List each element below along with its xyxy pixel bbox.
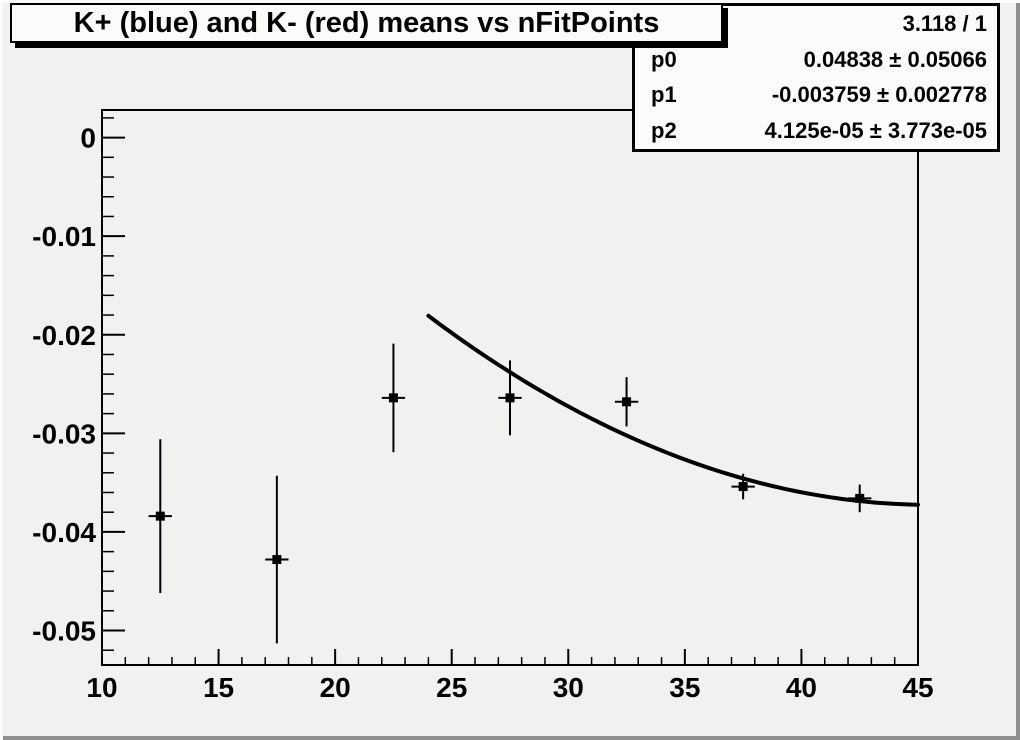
fit-curve[interactable] <box>426 313 920 507</box>
x-tick-label: 25 <box>436 672 467 703</box>
p1-value: -0.003759 ± 0.002778 <box>771 82 987 108</box>
stats-chi2-row: 3.118 / 1 <box>635 6 997 42</box>
data-point-marker[interactable] <box>155 511 165 521</box>
data-point-marker[interactable] <box>272 555 282 565</box>
stats-row-p2: p2 4.125e-05 ± 3.773e-05 <box>635 113 997 149</box>
y-tick-label: -0.04 <box>32 517 96 548</box>
plot-frame[interactable] <box>101 109 919 666</box>
data-point-marker[interactable] <box>388 393 398 403</box>
p0-label: p0 <box>651 46 677 72</box>
x-tick-label: 35 <box>669 672 700 703</box>
data-point-marker[interactable] <box>855 493 865 503</box>
y-tick-label: -0.05 <box>32 615 96 646</box>
x-tick-label: 20 <box>320 672 351 703</box>
y-tick-label: -0.01 <box>32 221 96 252</box>
x-tick-label: 10 <box>86 672 117 703</box>
data-point-marker[interactable] <box>738 482 748 492</box>
p1-label: p1 <box>651 82 677 108</box>
y-tick-label: -0.03 <box>32 418 96 449</box>
stats-row-p1: p1 -0.003759 ± 0.002778 <box>635 78 997 114</box>
p2-value: 4.125e-05 ± 3.773e-05 <box>764 118 987 144</box>
x-tick-label: 40 <box>786 672 817 703</box>
x-tick-label: 15 <box>203 672 234 703</box>
y-tick-label: 0 <box>80 123 96 154</box>
data-point-marker[interactable] <box>505 393 515 403</box>
chi2-ndf-value: 3.118 / 1 <box>902 10 987 36</box>
x-tick-label: 30 <box>553 672 584 703</box>
stats-row-p0: p0 0.04838 ± 0.05066 <box>635 42 997 78</box>
y-tick-label: -0.02 <box>32 320 96 351</box>
x-tick-label: 45 <box>902 672 933 703</box>
p0-value: 0.04838 ± 0.05066 <box>803 46 987 72</box>
title-box[interactable]: K+ (blue) and K- (red) means vs nFitPoin… <box>10 3 723 43</box>
plot-title: K+ (blue) and K- (red) means vs nFitPoin… <box>73 6 660 39</box>
p2-label: p2 <box>651 118 677 144</box>
data-point-marker[interactable] <box>622 397 632 407</box>
